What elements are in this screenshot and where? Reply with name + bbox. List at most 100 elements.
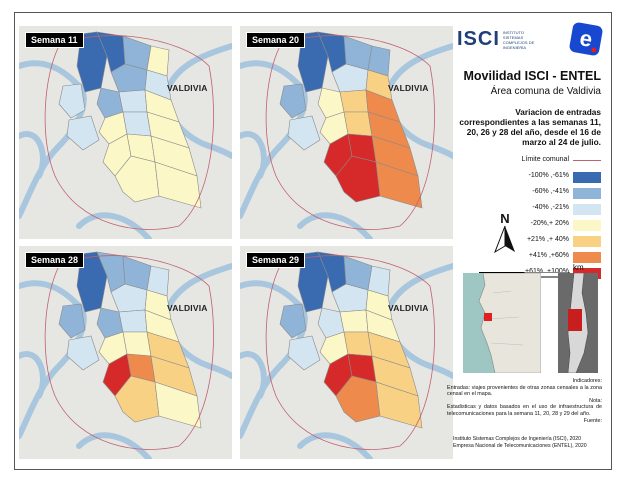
legend-class-label: +61% ,+100% (525, 268, 569, 275)
river (297, 212, 373, 239)
isci-logo-text: ISCI (457, 28, 500, 50)
legend-class-swatch (573, 220, 601, 231)
week-label: Semana 28 (25, 252, 85, 268)
legend-class: +21% ,+ 40% (451, 235, 601, 249)
census-zone (118, 309, 148, 333)
census-zone (375, 381, 423, 429)
entel-logo: e (568, 21, 604, 57)
legend-class: +41% ,+60% (451, 251, 601, 265)
north-label: N (500, 212, 509, 226)
source-isci: Instituto Sistemas Complejos de Ingenier… (453, 436, 582, 442)
indicator-notes: Indicadores: Entradas: viajes provenient… (447, 378, 602, 424)
north-arrow: N (487, 211, 523, 263)
census-zone (375, 161, 423, 209)
census-zone (279, 83, 307, 119)
legend-boundary-line (573, 160, 601, 161)
legend-boundary-label: Límite comunal (521, 156, 569, 163)
legend-class-label: -60% ,-41% (532, 188, 569, 195)
notes-nota: Estadisticas y datos basados en el uso d… (447, 404, 602, 417)
map-subtitle: Área comuna de Valdivia (490, 86, 601, 97)
map-svg-week-11 (19, 26, 232, 239)
map-panel-week-11: Semana 11 VALDIVIA (19, 26, 232, 239)
inset-chile-map (558, 273, 598, 373)
legend-class-label: -40% ,-21% (532, 204, 569, 211)
legend-class: -40% ,-21% (451, 203, 601, 217)
census-zone (343, 331, 373, 357)
census-zone (154, 381, 202, 429)
notes-entradas: Entradas: viajes provenientes de otras z… (447, 384, 602, 398)
inset-chile-graphic (567, 273, 589, 373)
legend-class-swatch (573, 204, 601, 215)
river (19, 60, 87, 219)
river (19, 351, 46, 399)
legend-class-label: -100% ,-61% (528, 172, 569, 179)
source-entel: Empresa Nacional de Telecomunicaciones (… (453, 442, 587, 449)
city-label: VALDIVIA (388, 83, 429, 93)
communal-boundary (265, 35, 435, 230)
map-svg-week-20 (240, 26, 453, 239)
census-zone (339, 309, 369, 333)
census-zone (339, 89, 369, 113)
river (76, 432, 152, 459)
river (240, 280, 308, 439)
notes-fuente-heading: Fuente: (583, 417, 602, 424)
census-zone (58, 83, 86, 119)
legend-class-swatch (573, 172, 601, 183)
census-zone (122, 111, 152, 137)
census-zone (118, 89, 148, 113)
city-label: VALDIVIA (167, 83, 208, 93)
legend-class-label: +41% ,+60% (528, 252, 569, 259)
week-label: Semana 20 (246, 32, 306, 48)
week-label: Semana 29 (246, 252, 306, 268)
census-zone (66, 115, 100, 151)
inset-region-map (463, 273, 541, 373)
map-panel-week-20: Semana 20 VALDIVIA (240, 26, 453, 239)
census-zone (66, 335, 100, 371)
isci-logo: ISCI INSTITUTO SISTEMAS COMPLEJOS DE ING… (457, 28, 545, 51)
census-zone (287, 335, 321, 371)
census-zone (122, 331, 152, 357)
communal-boundary (44, 35, 214, 230)
source-credits: Instituto Sistemas Complejos de Ingenier… (453, 436, 603, 449)
river (240, 60, 308, 219)
north-arrow-icon: N (494, 211, 515, 254)
legend-class: -100% ,-61% (451, 171, 601, 185)
map-panel-week-28: Semana 28 VALDIVIA (19, 246, 232, 459)
map-panel-week-29: Semana 29 VALDIVIA (240, 246, 453, 459)
census-zone (58, 303, 86, 339)
legend-class: -20%,+ 20% (451, 219, 601, 233)
census-zone (287, 115, 321, 151)
isci-logo-subtitle: INSTITUTO SISTEMAS COMPLEJOS DE INGENIER… (502, 29, 535, 50)
legend-column: ISCI INSTITUTO SISTEMAS COMPLEJOS DE ING… (447, 12, 611, 468)
legend-boundary: Límite comunal (451, 155, 601, 169)
map-description: Variacion de entradas correspondientes a… (459, 107, 601, 147)
census-zone (343, 111, 373, 137)
legend-class-label: -20%,+ 20% (530, 220, 569, 227)
week-label: Semana 11 (25, 32, 84, 48)
city-label: VALDIVIA (388, 303, 429, 313)
map-svg-week-29 (240, 246, 453, 459)
notes-nota-heading: Nota: (589, 397, 602, 404)
map-title: Movilidad ISCI - ENTEL (463, 69, 601, 83)
river (240, 351, 267, 399)
river (240, 131, 267, 179)
entel-logo-dot (590, 47, 597, 53)
river (19, 280, 87, 439)
legend-class: -60% ,-41% (451, 187, 601, 201)
notes-heading: Indicadores: (572, 378, 602, 384)
legend-class-swatch (573, 236, 601, 247)
legend-class-swatch (573, 252, 601, 263)
scale-unit: km (573, 263, 584, 272)
census-zone (154, 161, 202, 209)
census-zone (279, 303, 307, 339)
map-svg-week-28 (19, 246, 232, 459)
river (76, 212, 152, 239)
communal-boundary (44, 255, 214, 450)
river (297, 432, 373, 459)
communal-boundary (265, 255, 435, 450)
river (19, 131, 46, 179)
legend-class-label: +21% ,+ 40% (526, 236, 569, 243)
inset-region-graphic (478, 273, 541, 373)
city-label: VALDIVIA (167, 303, 208, 313)
legend-class-swatch (573, 188, 601, 199)
